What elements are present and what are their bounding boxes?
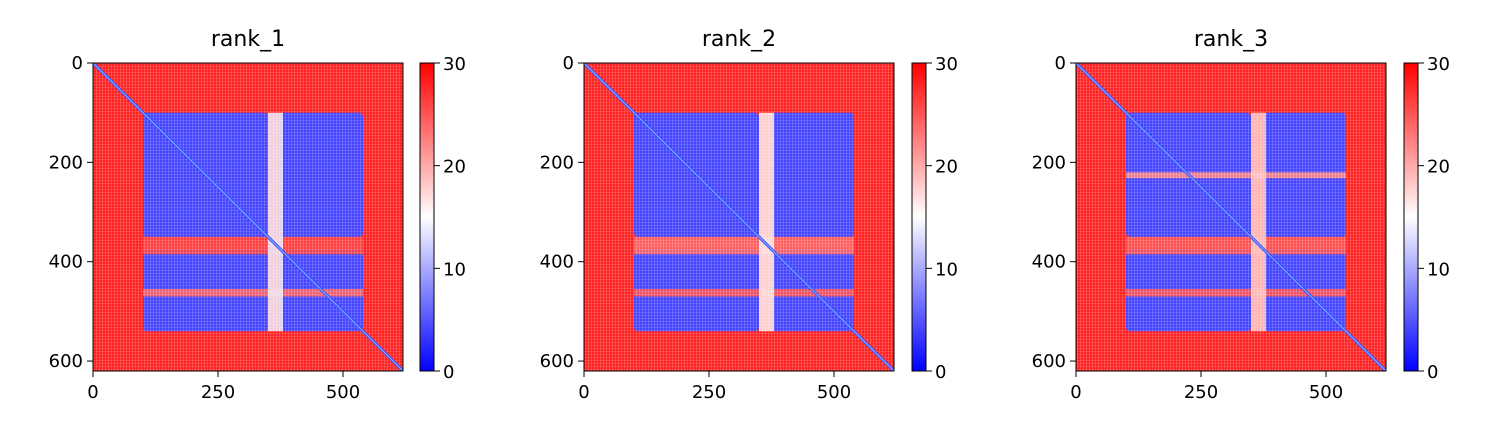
x-tick-label: 0 xyxy=(1070,382,1081,403)
x-tick-label: 0 xyxy=(578,382,589,403)
panel-title: rank_2 xyxy=(702,27,776,52)
axes-frame xyxy=(92,62,404,372)
colorbar-tick-label: 30 xyxy=(443,54,466,75)
colorbar-tick-label: 30 xyxy=(935,54,958,75)
colorbar-3: 0 10 20 30 xyxy=(1403,54,1450,383)
colorbar-tick-label: 30 xyxy=(1427,54,1450,75)
y-tick-label: 400 xyxy=(1032,252,1066,273)
colorbar-tick-label: 20 xyxy=(1427,157,1450,178)
colorbar-1: 0 10 20 30 xyxy=(419,54,466,383)
x-tick-label: 250 xyxy=(692,382,726,403)
colorbar-tick-label: 10 xyxy=(443,259,466,280)
axes-frame xyxy=(1075,62,1387,372)
x-tick-label: 500 xyxy=(326,382,360,403)
x-tick-label: 250 xyxy=(201,382,235,403)
colorbar-gradient xyxy=(419,62,435,372)
colorbar-tick-label: 10 xyxy=(935,259,958,280)
y-tick-label: 200 xyxy=(49,152,83,173)
x-tick-label: 500 xyxy=(1309,382,1343,403)
y-tick-label: 0 xyxy=(72,53,83,74)
colorbar-gradient xyxy=(1403,62,1419,372)
y-tick-label: 600 xyxy=(1032,351,1066,372)
y-tick-label: 600 xyxy=(49,351,83,372)
x-tick-label: 500 xyxy=(817,382,851,403)
x-tick-label: 250 xyxy=(1184,382,1218,403)
colorbar-tick-label: 0 xyxy=(935,362,946,383)
colorbar-tick-label: 20 xyxy=(443,157,466,178)
x-tick-label: 0 xyxy=(87,382,98,403)
y-tick-label: 200 xyxy=(540,152,574,173)
y-tick-label: 400 xyxy=(540,252,574,273)
y-tick-label: 200 xyxy=(1032,152,1066,173)
colorbar-tick-label: 20 xyxy=(935,157,958,178)
colorbar-tick-label: 0 xyxy=(1427,362,1438,383)
colorbar-gradient xyxy=(911,62,927,372)
colorbar-tick-label: 0 xyxy=(443,362,454,383)
colorbar-tick-label: 10 xyxy=(1427,259,1450,280)
panel-title: rank_1 xyxy=(211,27,285,52)
y-tick-label: 600 xyxy=(540,351,574,372)
y-tick-label: 0 xyxy=(1055,53,1066,74)
panel-title: rank_3 xyxy=(1194,27,1268,52)
axes-frame xyxy=(583,62,895,372)
y-tick-label: 0 xyxy=(563,53,574,74)
colorbar-2: 0 10 20 30 xyxy=(911,54,958,383)
y-tick-label: 400 xyxy=(49,252,83,273)
